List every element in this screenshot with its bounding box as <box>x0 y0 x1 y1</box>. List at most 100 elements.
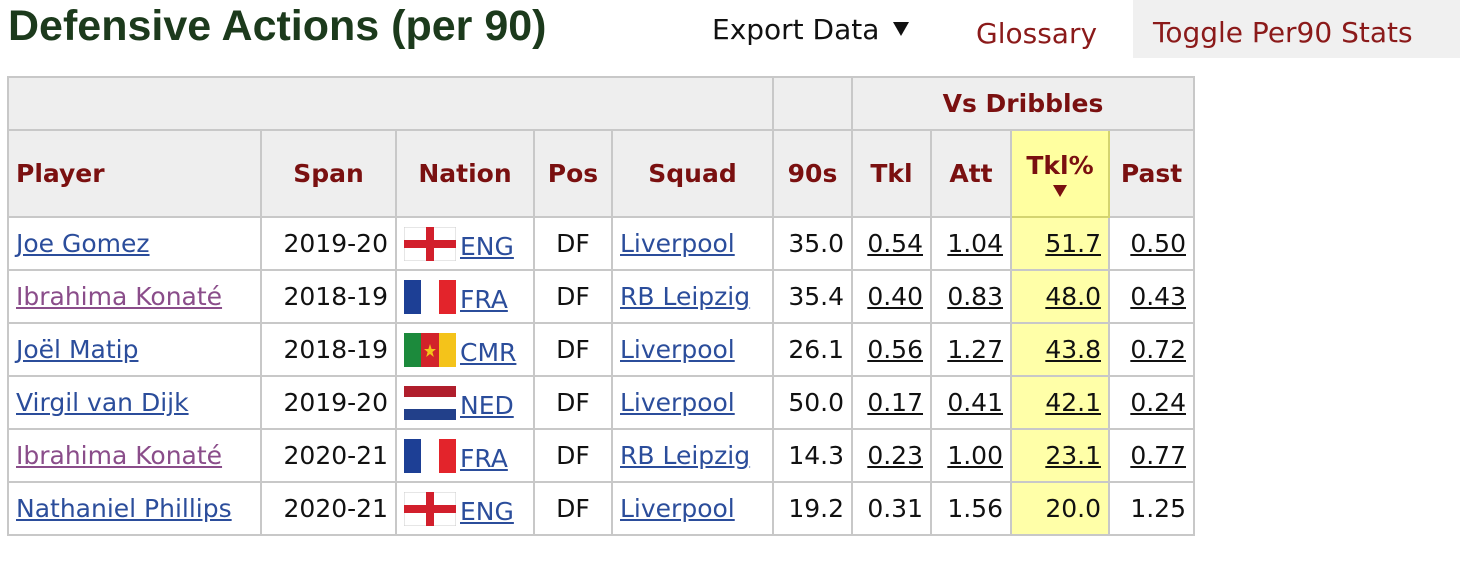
table-cell: 1.00 <box>930 428 1012 483</box>
cell-text: DF <box>556 282 590 311</box>
nation-link[interactable]: NED <box>460 390 514 420</box>
nation-link[interactable]: ENG <box>460 231 514 261</box>
cell-text: DF <box>556 494 590 523</box>
column-header[interactable]: Att <box>930 129 1012 218</box>
table-row: Ibrahima Konaté 2018-19 FRA DF RB Leipzig 35.… <box>7 269 1195 324</box>
stat-value[interactable]: 0.72 <box>1130 335 1186 364</box>
nation-link[interactable]: FRA <box>460 443 508 473</box>
nation-link[interactable]: FRA <box>460 284 508 314</box>
group-header: Vs Dribbles <box>851 76 1195 131</box>
table-cell: 2018-19 <box>260 322 397 377</box>
page-title: Defensive Actions (per 90) <box>8 2 547 50</box>
stat-value[interactable]: 23.1 <box>1045 441 1101 470</box>
table-cell: 43.8 <box>1010 322 1110 377</box>
stat-value[interactable]: 51.7 <box>1045 229 1101 258</box>
cell-text: 2020-21 <box>283 441 388 470</box>
table-cell: 2019-20 <box>260 216 397 271</box>
stat-value[interactable]: 42.1 <box>1045 388 1101 417</box>
stat-value[interactable]: 43.8 <box>1045 335 1101 364</box>
table-cell: DF <box>533 216 613 271</box>
squad-link[interactable]: RB Leipzig <box>620 282 751 311</box>
column-header[interactable]: Nation <box>395 129 535 218</box>
player-link[interactable]: Joe Gomez <box>16 229 150 258</box>
stat-value[interactable]: 0.24 <box>1130 388 1186 417</box>
flag-icon <box>404 438 456 473</box>
squad-link[interactable]: Liverpool <box>620 494 735 523</box>
cell-text: DF <box>556 388 590 417</box>
table-cell: 1.56 <box>930 481 1012 536</box>
table-cell: ENG <box>395 481 535 536</box>
squad-link[interactable]: Liverpool <box>620 229 735 258</box>
table-cell: 2019-20 <box>260 375 397 430</box>
cell-text: 26.1 <box>788 335 844 364</box>
cell-text: DF <box>556 335 590 364</box>
column-header[interactable]: Tkl% <box>1010 129 1110 218</box>
table-cell: ENG <box>395 216 535 271</box>
table-cell: 0.50 <box>1108 216 1195 271</box>
cell-text: 50.0 <box>788 388 844 417</box>
stat-value[interactable]: 0.50 <box>1130 229 1186 258</box>
table-cell: 48.0 <box>1010 269 1110 324</box>
squad-link[interactable]: RB Leipzig <box>620 441 751 470</box>
table-cell: 14.3 <box>772 428 853 483</box>
column-header[interactable]: Squad <box>611 129 774 218</box>
player-link[interactable]: Joël Matip <box>16 335 139 364</box>
table-cell: 0.83 <box>930 269 1012 324</box>
table-cell: Liverpool <box>611 375 774 430</box>
cell-text: 2019-20 <box>283 388 388 417</box>
stat-value[interactable]: 0.23 <box>867 441 923 470</box>
column-header[interactable]: Pos <box>533 129 613 218</box>
table-cell: 51.7 <box>1010 216 1110 271</box>
stat-value[interactable]: 48.0 <box>1045 282 1101 311</box>
player-link[interactable]: Virgil van Dijk <box>16 388 189 417</box>
column-header[interactable]: Tkl <box>851 129 932 218</box>
table-cell: 23.1 <box>1010 428 1110 483</box>
group-header-empty <box>772 76 853 131</box>
cell-text: DF <box>556 229 590 258</box>
player-link[interactable]: Nathaniel Phillips <box>16 494 232 523</box>
table-cell: RB Leipzig <box>611 428 774 483</box>
column-header[interactable]: Span <box>260 129 397 218</box>
player-link[interactable]: Ibrahima Konaté <box>16 282 223 311</box>
flag-icon <box>404 332 456 367</box>
toggle-button[interactable]: Toggle Per90 Stats <box>1133 0 1460 58</box>
table-row: Joël Matip 2018-19 CMR DF Liverpool 26.1 0.56 1… <box>7 322 1195 377</box>
table-cell: RB Leipzig <box>611 269 774 324</box>
column-header[interactable]: Past <box>1108 129 1195 218</box>
stat-value[interactable]: 0.77 <box>1130 441 1186 470</box>
table-cell: 0.72 <box>1108 322 1195 377</box>
stat-value[interactable]: 0.17 <box>867 388 923 417</box>
stat-value[interactable]: 0.43 <box>1130 282 1186 311</box>
stat-value[interactable]: 0.83 <box>947 282 1003 311</box>
player-link[interactable]: Ibrahima Konaté <box>16 441 223 470</box>
stat-value[interactable]: 0.54 <box>867 229 923 258</box>
table-cell: CMR <box>395 322 535 377</box>
cell-text: 35.4 <box>788 282 844 311</box>
flag-icon <box>404 226 456 261</box>
squad-link[interactable]: Liverpool <box>620 388 735 417</box>
stat-value[interactable]: 1.04 <box>947 229 1003 258</box>
table-cell: Ibrahima Konaté <box>7 269 262 324</box>
column-header[interactable]: Player <box>7 129 262 218</box>
stats-table: Vs Dribbles Player Span Nation Pos Squad 90s T… <box>7 76 1195 536</box>
flag-icon <box>404 491 456 526</box>
stat-value[interactable]: 0.41 <box>947 388 1003 417</box>
table-cell: 26.1 <box>772 322 853 377</box>
stat-value[interactable]: 1.00 <box>947 441 1003 470</box>
stat-value[interactable]: 1.27 <box>947 335 1003 364</box>
stat-value[interactable]: 0.40 <box>867 282 923 311</box>
table-cell: Joe Gomez <box>7 216 262 271</box>
export-menu[interactable]: Export Data <box>712 8 909 52</box>
table-row: Ibrahima Konaté 2020-21 FRA DF RB Leipzig 14.… <box>7 428 1195 483</box>
nation-link[interactable]: ENG <box>460 496 514 526</box>
table-cell: Liverpool <box>611 481 774 536</box>
column-header[interactable]: 90s <box>772 129 853 218</box>
nation-link[interactable]: CMR <box>460 337 517 367</box>
table-cell: DF <box>533 269 613 324</box>
table-cell: DF <box>533 481 613 536</box>
stat-value[interactable]: 0.56 <box>867 335 923 364</box>
glossary-link[interactable]: Glossary <box>976 17 1098 50</box>
table-cell: 1.25 <box>1108 481 1195 536</box>
squad-link[interactable]: Liverpool <box>620 335 735 364</box>
table-cell: Liverpool <box>611 322 774 377</box>
